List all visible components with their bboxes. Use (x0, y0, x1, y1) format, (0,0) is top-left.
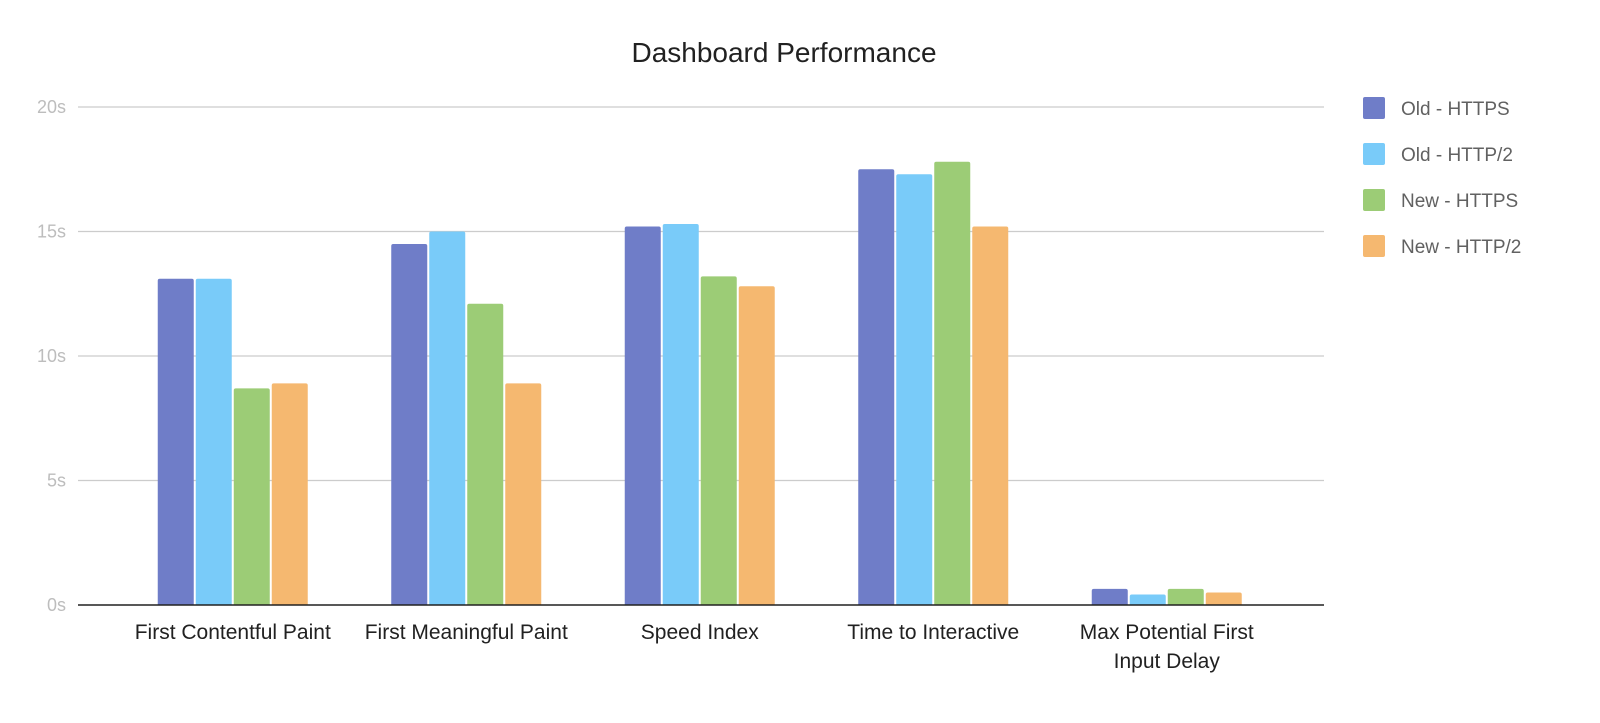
bar (1205, 592, 1242, 605)
x-tick-label: Input Delay (1114, 650, 1221, 673)
x-tick-label: Time to Interactive (847, 621, 1019, 644)
bar (662, 224, 699, 605)
bar (505, 383, 542, 605)
legend-swatch (1363, 189, 1385, 211)
bar (467, 303, 504, 605)
legend: Old - HTTPS Old - HTTP/2 New - HTTPS New - … (1363, 97, 1521, 258)
bar (391, 243, 428, 605)
bar (195, 278, 232, 605)
legend-label: Old - HTTPS (1401, 99, 1510, 120)
bar (700, 276, 737, 605)
bars (157, 161, 1242, 606)
y-tick-label: 20s (37, 97, 66, 117)
x-tick-label: First Meaningful Paint (365, 621, 568, 644)
legend-label: New - HTTPS (1401, 191, 1518, 212)
bar (858, 169, 895, 605)
legend-label: Old - HTTP/2 (1401, 145, 1513, 166)
y-tick-label: 0s (47, 595, 66, 615)
y-tick-label: 15s (37, 222, 66, 242)
chart-title: Dashboard Performance (631, 37, 936, 68)
bar (738, 286, 775, 605)
bar (233, 388, 270, 605)
legend-swatch (1363, 143, 1385, 165)
bar (934, 161, 971, 605)
bar (1129, 594, 1166, 605)
y-tick-label: 5s (47, 471, 66, 491)
bar (271, 383, 308, 605)
bar (157, 278, 194, 605)
x-tick-label: Speed Index (641, 621, 759, 644)
legend-swatch (1363, 97, 1385, 119)
bar (429, 231, 466, 605)
bar (1167, 588, 1204, 605)
legend-swatch (1363, 235, 1385, 257)
x-tick-label: Max Potential First (1080, 621, 1254, 644)
legend-label: New - HTTP/2 (1401, 237, 1521, 258)
x-tick-label: First Contentful Paint (135, 621, 331, 644)
y-tick-label: 10s (37, 346, 66, 366)
bar (1091, 588, 1128, 605)
bar (972, 226, 1009, 605)
bar (624, 226, 661, 605)
axes: 0s 5s 10s 15s 20s First Contentful Paint First… (37, 97, 1324, 673)
bar (896, 174, 933, 606)
